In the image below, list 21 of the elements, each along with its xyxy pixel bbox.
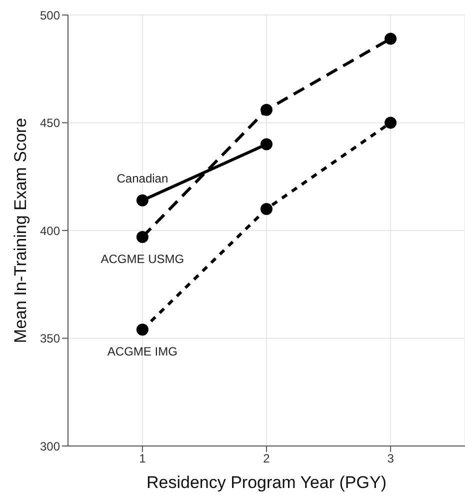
point	[136, 194, 148, 206]
series-label: ACGME USMG	[100, 252, 184, 266]
y-tick-label: 300	[40, 439, 60, 454]
point	[260, 138, 272, 150]
point	[136, 324, 148, 336]
y-axis-title: Mean In-Training Exam Score	[11, 118, 30, 344]
x-tick-label: 1	[139, 452, 146, 466]
point	[260, 202, 272, 215]
series-label: Canadian	[116, 171, 168, 186]
y-tick-label: 400	[40, 224, 60, 238]
y-tick-label: 350	[40, 332, 60, 346]
x-axis-title: Residency Program Year (PGY)	[146, 473, 386, 492]
y-tick-label: 450	[40, 116, 60, 130]
point	[384, 32, 397, 45]
point	[384, 116, 397, 129]
series-label: ACGME IMG	[107, 344, 178, 359]
y-tick-label: 500	[40, 8, 60, 22]
point	[260, 104, 272, 116]
x-tick-label: 2	[263, 452, 270, 466]
point	[136, 230, 148, 243]
x-tick-label: 3	[387, 452, 394, 466]
